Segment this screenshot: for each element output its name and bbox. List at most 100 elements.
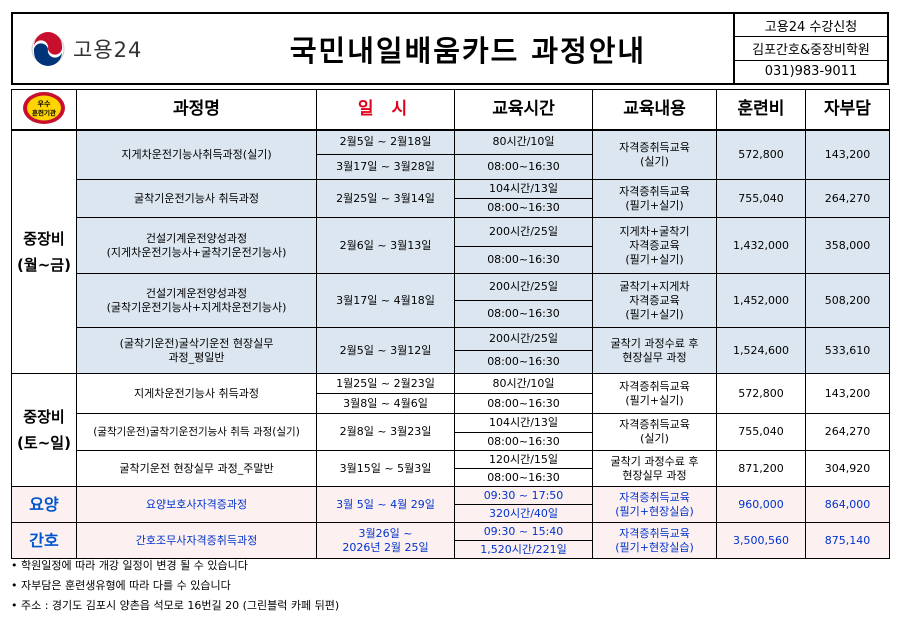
contact-line: 고용24 수강신청 (735, 14, 887, 38)
content: 자격증취득교육 (필기+현장실습) (592, 522, 717, 559)
course-name: (굴착기운전)굴삭기운전 현장실무 과정_평일반 (76, 327, 317, 374)
note-line: • 주소 : 경기도 김포시 양촌읍 석모로 16번길 20 (그린블럭 카페 … (11, 599, 340, 612)
hours: 200시간/25일 (454, 217, 593, 247)
logo: 고용24 (13, 14, 203, 83)
course-name: 굴착기운전 현장실무 과정_주말반 (76, 450, 317, 487)
table-header-row: 우수 훈련기관 과정명 일 시 교육시간 교육내용 훈련비 자부담 (11, 89, 890, 131)
table-row: 요양 요양보호사자격증과정 3월 5일 ~ 4월 29일 09:30 ~ 17:… (11, 486, 890, 523)
hours: 200시간/25일 (454, 273, 593, 301)
hours: 120시간/15일 (454, 450, 593, 469)
fee: 1,432,000 (716, 217, 806, 274)
self-pay: 264,270 (805, 413, 890, 451)
group-ganho: 간호 (11, 522, 77, 559)
fee: 3,500,560 (716, 522, 806, 559)
self-pay: 875,140 (805, 522, 890, 559)
content: 자격증취득교육 (실기) (592, 413, 717, 451)
course-name: 굴착기운전기능사 취득과정 (76, 179, 317, 218)
course-name: 요양보호사자격증과정 (76, 486, 317, 523)
col-fee: 훈련비 (716, 89, 806, 131)
table-row: 08:00~16:30 (12, 432, 890, 451)
col-self-pay: 자부담 (805, 89, 890, 131)
course-name: 건설기계운전양성과정 (굴착기운전기능사+지게차운전기능사) (76, 273, 317, 328)
date-range: 3월 5일 ~ 4월 29일 (316, 486, 455, 523)
hours: 08:00~16:30 (454, 198, 593, 218)
date-range: 3월17일 ~ 3월28일 (316, 154, 455, 180)
self-pay: 864,000 (805, 486, 890, 523)
table-row: 1,520시간/221일 (12, 540, 890, 559)
contact-box: 고용24 수강신청 김포간호&중장비학원 031)983-9011 (733, 14, 887, 83)
self-pay: 264,270 (805, 179, 890, 218)
badge-cell: 우수 훈련기관 (11, 89, 77, 131)
table-row: (굴착기운전)굴착기운전기능사 취득 과정(실기) 2월8일 ~ 3월23일 1… (12, 413, 890, 451)
date-range: 2월6일 ~ 3월13일 (316, 217, 455, 274)
self-pay: 533,610 (805, 327, 890, 374)
hours: 08:00~16:30 (454, 468, 593, 487)
group-weekday: 중장비 (월~금) (11, 129, 77, 374)
date-range: 2월5일 ~ 2월18일 (316, 129, 455, 155)
note-line: • 자부담은 훈련생유형에 따라 다를 수 있습니다 (11, 579, 231, 592)
date-range: 3월26일 ~2026년 2월 25일 (316, 522, 455, 559)
date-range: 3월17일 ~ 4월18일 (316, 273, 455, 328)
col-course: 과정명 (76, 89, 317, 131)
table-row: (굴착기운전)굴삭기운전 현장실무 과정_평일반 2월5일 ~ 3월12일 200… (12, 327, 890, 374)
course-name: 지게차운전기능사 취득과정 (76, 373, 317, 414)
note-line: • 학원일정에 따라 개강 일정이 변경 될 수 있습니다 (11, 559, 248, 572)
self-pay: 508,200 (805, 273, 890, 328)
hours: 1,520시간/221일 (454, 540, 593, 559)
table-row: 굴착기운전기능사 취득과정 2월25일 ~ 3월14일 104시간/13일 자격… (12, 179, 890, 218)
table-row: 08:00~16:30 (12, 300, 890, 328)
self-pay: 358,000 (805, 217, 890, 274)
course-name: (굴착기운전)굴착기운전기능사 취득 과정(실기) (76, 413, 317, 451)
content: 자격증취득교육 (실기) (592, 129, 717, 180)
table-row: 08:00~16:30 (12, 350, 890, 374)
content: 자격증취득교육 (필기+실기) (592, 179, 717, 218)
self-pay: 304,920 (805, 450, 890, 487)
course-name: 지게차운전기능사취득과정(실기) (76, 129, 317, 180)
hours: 08:00~16:30 (454, 154, 593, 180)
course-name: 간호조무사자격증취득과정 (76, 522, 317, 559)
hours: 08:00~16:30 (454, 432, 593, 451)
self-pay: 143,200 (805, 373, 890, 414)
svg-text:우수: 우수 (38, 99, 51, 108)
hours: 200시간/25일 (454, 327, 593, 351)
fee: 1,524,600 (716, 327, 806, 374)
table-row: 굴착기운전 현장실무 과정_주말반 3월15일 ~ 5월3일 120시간/15일… (12, 450, 890, 487)
date-range: 2월5일 ~ 3월12일 (316, 327, 455, 374)
col-content: 교육내용 (592, 89, 717, 131)
fee: 1,452,000 (716, 273, 806, 328)
table-row: 3월17일 ~ 3월28일 08:00~16:30 (12, 154, 890, 180)
col-schedule: 일 시 (316, 89, 455, 131)
hours: 104시간/13일 (454, 179, 593, 199)
hours: 80시간/10일 (454, 129, 593, 155)
table-row: 건설기계운전양성과정 (지게차운전기능사+굴착기운전기능사) 2월6일 ~ 3월1… (12, 217, 890, 274)
table-row: 중장비 (토~일) 지게차운전기능사 취득과정 1월25일 ~ 2월23일 80시… (11, 373, 890, 487)
date-range: 3월8일 ~ 4월6일 (316, 393, 455, 414)
taegeuk-icon (31, 31, 65, 66)
hours: 320시간/40일 (454, 504, 593, 523)
fee: 755,040 (716, 179, 806, 218)
contact-line: 031)983-9011 (764, 64, 858, 80)
fee: 960,000 (716, 486, 806, 523)
table-row: 건설기계운전양성과정 (굴착기운전기능사+지게차운전기능사) 3월17일 ~ 4월… (12, 273, 890, 328)
table-row: 08:00~16:30 (12, 246, 890, 274)
contact-line: 김포간호&중장비학원 (735, 37, 887, 61)
hours: 09:30 ~ 17:50 (454, 486, 593, 505)
date-range: 2월8일 ~ 3월23일 (316, 413, 455, 451)
hours: 08:00~16:30 (454, 350, 593, 374)
hours: 104시간/13일 (454, 413, 593, 433)
fee: 572,800 (716, 129, 806, 180)
date-range: 3월15일 ~ 5월3일 (316, 450, 455, 487)
content: 지게차+굴착기 자격증교육 (필기+실기) (592, 217, 717, 274)
table-row: 08:00~16:30 (12, 198, 890, 218)
table-row: 간호 간호조무사자격증취득과정 3월26일 ~2026년 2월 25일 09:3… (11, 522, 890, 559)
fee: 755,040 (716, 413, 806, 451)
hours: 09:30 ~ 15:40 (454, 522, 593, 541)
group-weekend: 중장비 (토~일) (11, 373, 77, 487)
date-range: 1월25일 ~ 2월23일 (316, 373, 455, 394)
table-row: 중장비 (월~금) 지게차운전기능사취득과정(실기) 2월5일 ~ 2월18일 8… (11, 129, 890, 374)
svg-text:훈련기관: 훈련기관 (32, 108, 56, 117)
col-hours: 교육시간 (454, 89, 593, 131)
date-range: 2월25일 ~ 3월14일 (316, 179, 455, 218)
content: 자격증취득교육 (필기+실기) (592, 373, 717, 414)
fee: 871,200 (716, 450, 806, 487)
